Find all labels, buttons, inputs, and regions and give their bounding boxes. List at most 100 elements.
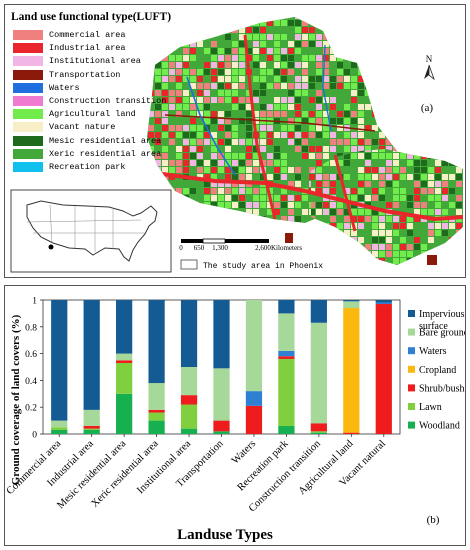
x-axis-label: Landuse Types <box>177 527 273 543</box>
land-use-map: N (a) 0 650 1,300 2,600 Kilometers The s… <box>10 17 463 273</box>
bar-waters-recreation-park <box>278 350 295 357</box>
legend-swatch <box>13 30 43 40</box>
bar-shrub-bush-recreation-park <box>278 356 295 359</box>
bar-woodland-industrial-area <box>83 429 100 434</box>
bar-impervious-surface-commercial-area <box>51 300 68 421</box>
bar-cropland-agricultural-land <box>343 308 360 433</box>
bar-bare-ground-agricultural-land <box>343 301 360 309</box>
bar-shrub-bush-vacant-natural <box>375 304 392 434</box>
bar-impervious-surface-industrial-area <box>83 300 100 410</box>
bar-bare-ground-industrial-area <box>83 409 100 426</box>
north-label: N <box>426 54 433 64</box>
bar-woodland-transportation <box>213 431 230 434</box>
bar-bare-ground-transportation <box>213 368 230 421</box>
legend-label: Commercial area <box>49 30 126 40</box>
y-axis-label: Ground coverage of land covers (%) <box>10 314 22 485</box>
bar-woodland-institutional-area <box>180 428 198 434</box>
usa-inset-map <box>10 189 172 273</box>
chart-legend-swatch <box>408 384 415 392</box>
chart-legend-swatch <box>408 365 415 373</box>
bar-shrub-bush-agricultural-land <box>343 432 360 434</box>
legend-label: Industrial area <box>49 43 126 54</box>
bar-bare-ground-construction-transition <box>310 322 327 424</box>
chart-legend-label: Woodland <box>419 421 460 432</box>
y-tick-label: 0 <box>32 431 37 441</box>
legend-swatch <box>13 109 43 120</box>
chart-legend-label: Shrub/bush <box>419 383 465 394</box>
bar-woodland-xeric-residential-area <box>148 420 165 434</box>
bar-shrub-bush-construction-transition <box>310 423 327 432</box>
map-panel-label: (a) <box>421 102 434 114</box>
chart-legend-swatch <box>408 328 415 336</box>
bar-lawn-institutional-area <box>180 404 198 429</box>
bar-bare-ground-institutional-area <box>180 367 198 396</box>
map-legend-item-mesic-residential-area: Mesic residential area <box>13 135 161 147</box>
scale-tick-1300: 1,300 <box>212 244 228 252</box>
bar-impervious-surface-construction-transition <box>310 300 327 323</box>
map-legend-item-industrial-area: Industrial area <box>13 42 126 54</box>
legend-label: Institutional area <box>49 56 141 67</box>
chart-legend-label-cont: surface <box>419 321 448 332</box>
scale-tick-2600: 2,600 <box>255 244 271 252</box>
bar-woodland-mesic-residential-area <box>116 393 133 434</box>
y-tick-label: 0.4 <box>25 377 37 387</box>
map-legend-item-agricultural-land: Agricultural land <box>13 108 136 120</box>
legend-swatch <box>13 122 43 133</box>
bar-bare-ground-xeric-residential-area <box>148 383 165 410</box>
scale-tick-0: 0 <box>179 244 183 252</box>
chart-legend-swatch <box>408 347 415 355</box>
chart-legend-swatch <box>408 403 415 410</box>
chart-panel: 0 0.2 0.4 0.6 0.8 1 Commercial area Industrial … <box>4 285 466 546</box>
scale-unit: Kilometers <box>271 244 302 252</box>
bar-lawn-xeric-residential-area <box>148 412 165 421</box>
bar-shrub-bush-industrial-area <box>83 425 100 429</box>
bar-waters-waters <box>245 391 263 406</box>
map-legend-item-construction-transition: Construction transition <box>13 95 166 107</box>
y-tick-label: 0.8 <box>25 323 37 333</box>
legend-label: Construction transition <box>49 96 167 106</box>
bar-lawn-industrial-area <box>83 428 100 430</box>
map-legend-title: Land use functional type(LUFT) <box>11 11 172 23</box>
bar-bare-ground-waters <box>245 300 263 392</box>
bar-impervious-surface-xeric-residential-area <box>148 300 165 384</box>
bar-bare-ground-recreation-park <box>278 313 295 351</box>
map-legend-item-institutional-area: Institutional area <box>13 55 141 67</box>
bar-impervious-surface-institutional-area <box>180 300 198 367</box>
map-legend-item-commercial-area: Commercial area <box>13 29 126 41</box>
legend-swatch <box>13 162 43 172</box>
bar-woodland-recreation-park <box>278 425 295 434</box>
y-tick-label: 0.6 <box>25 350 37 360</box>
legend-label: Waters <box>49 82 80 93</box>
legend-swatch <box>13 135 43 146</box>
map-legend-item-transportation: Transportation <box>13 69 120 81</box>
legend-label: Agricultural land <box>49 109 136 120</box>
bar-impervious-surface-agricultural-land <box>343 300 360 302</box>
study-area-label: The study area in Phoenix <box>203 262 323 271</box>
chart-panel-label: (b) <box>427 514 440 526</box>
bar-lawn-recreation-park <box>278 358 295 426</box>
bar-lawn-mesic-residential-area <box>116 362 133 394</box>
bar-bare-ground-mesic-residential-area <box>116 353 133 361</box>
legend-swatch <box>13 69 43 80</box>
bar-shrub-bush-xeric-residential-area <box>148 409 165 413</box>
map-regions <box>147 17 463 265</box>
scale-bar <box>181 238 269 244</box>
bar-impervious-surface-vacant-natural <box>375 300 392 303</box>
legend-label: Vacant nature <box>49 122 116 133</box>
map-legend-item-vacant-nature: Vacant nature <box>13 121 115 133</box>
bar-bare-ground-commercial-area <box>51 420 68 428</box>
bar-woodland-commercial-area <box>51 429 68 434</box>
bar-impervious-surface-recreation-park <box>278 300 295 314</box>
bar-lawn-construction-transition <box>310 431 327 433</box>
legend-swatch <box>13 56 43 67</box>
y-tick-label: 0.2 <box>25 404 37 414</box>
bar-shrub-bush-waters <box>245 405 263 434</box>
chart-legend-swatch <box>408 421 415 429</box>
chart-legend-label: Bare ground <box>419 328 465 339</box>
map-legend-item-recreation-park: Recreation park <box>13 161 126 173</box>
bar-woodland-construction-transition <box>310 432 327 434</box>
legend-swatch <box>13 148 43 159</box>
chart-legend-swatch <box>408 310 415 317</box>
